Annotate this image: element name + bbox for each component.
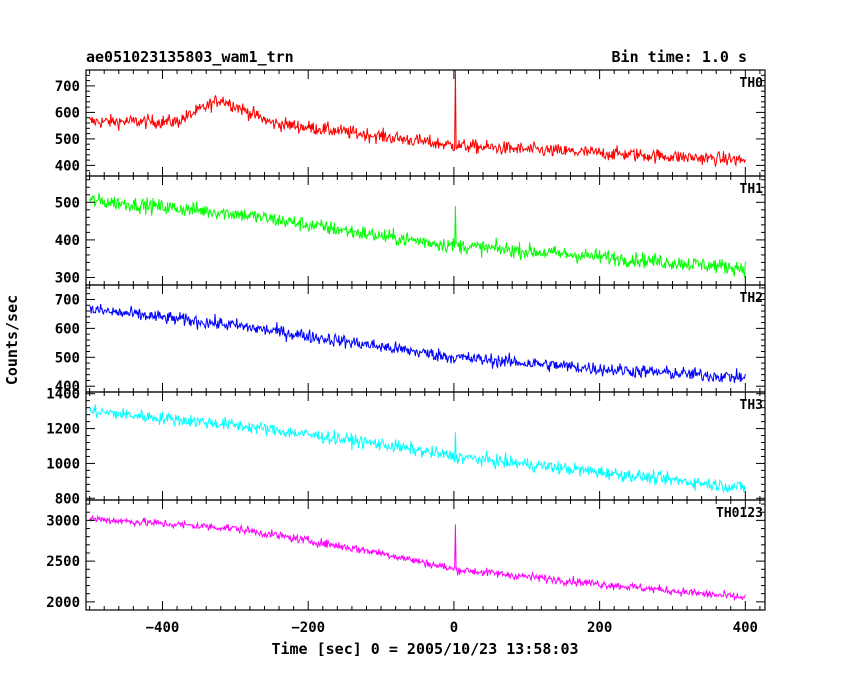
y-tick-label: 500 (55, 350, 80, 366)
y-tick-label: 2000 (46, 595, 80, 611)
panel-label: TH1 (740, 182, 764, 197)
panel-frame (85, 175, 766, 286)
panel-label: TH3 (740, 398, 763, 413)
series-line-th2 (89, 304, 746, 383)
x-tick-label: 400 (733, 620, 758, 636)
y-tick-label: 2500 (46, 554, 80, 570)
panel-label: TH0123 (716, 506, 763, 521)
panel-th1: 300 400 500 TH1 (55, 175, 766, 286)
series-line-th1 (89, 192, 746, 278)
x-tick-label: 0 (450, 620, 458, 636)
panel-frame (85, 391, 766, 501)
panel-th3: 800 1000 1200 1400 TH3 (46, 387, 766, 507)
series-line-th0123 (89, 514, 746, 601)
y-tick-label: 400 (55, 233, 80, 249)
series-line-th3 (89, 404, 746, 494)
y-tick-label: 400 (55, 379, 80, 395)
bin-time-label: Bin time: 1.0 s (612, 48, 747, 66)
x-tick-label: −400 (146, 620, 180, 636)
x-axis: −400 −200 0 200 400 (146, 620, 758, 636)
panel-th2: 400 500 600 700 TH2 (55, 284, 766, 395)
panel-th0123: 2000 2500 3000 TH0123 (46, 499, 766, 611)
y-tick-label: 400 (55, 158, 80, 174)
y-tick-label: 800 (55, 491, 80, 507)
panels-group: 400 500 600 700 TH0 300 400 500 TH1 400 500 600 700 T… (46, 69, 766, 611)
panel-th0: 400 500 600 700 TH0 (55, 69, 766, 177)
x-tick-label: −200 (291, 620, 325, 636)
x-tick-label: 200 (587, 620, 612, 636)
y-tick-label: 3000 (46, 513, 80, 529)
panel-frame (85, 284, 766, 393)
chart-title: ae051023135803_wam1_trn (86, 48, 294, 66)
y-tick-label: 500 (55, 195, 80, 211)
y-tick-label: 600 (55, 321, 80, 337)
y-tick-label: 700 (55, 292, 80, 308)
x-axis-label: Time [sec] 0 = 2005/10/23 13:58:03 (271, 640, 578, 658)
y-tick-label: 1200 (46, 422, 80, 438)
y-tick-label: 1000 (46, 456, 80, 472)
y-tick-label: 1400 (46, 387, 80, 403)
panel-label: TH2 (740, 291, 763, 306)
panel-frame (85, 499, 766, 611)
y-axis-label: Counts/sec (3, 295, 21, 385)
panel-frame (85, 69, 766, 177)
y-tick-label: 700 (55, 79, 80, 95)
y-tick-label: 500 (55, 132, 80, 148)
series-line-th0 (89, 70, 746, 168)
y-tick-label: 300 (55, 270, 80, 286)
y-tick-label: 600 (55, 105, 80, 121)
panel-label: TH0 (740, 76, 764, 91)
